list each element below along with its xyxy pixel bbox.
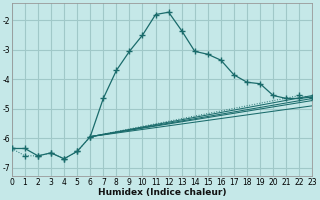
X-axis label: Humidex (Indice chaleur): Humidex (Indice chaleur) [98, 188, 226, 197]
